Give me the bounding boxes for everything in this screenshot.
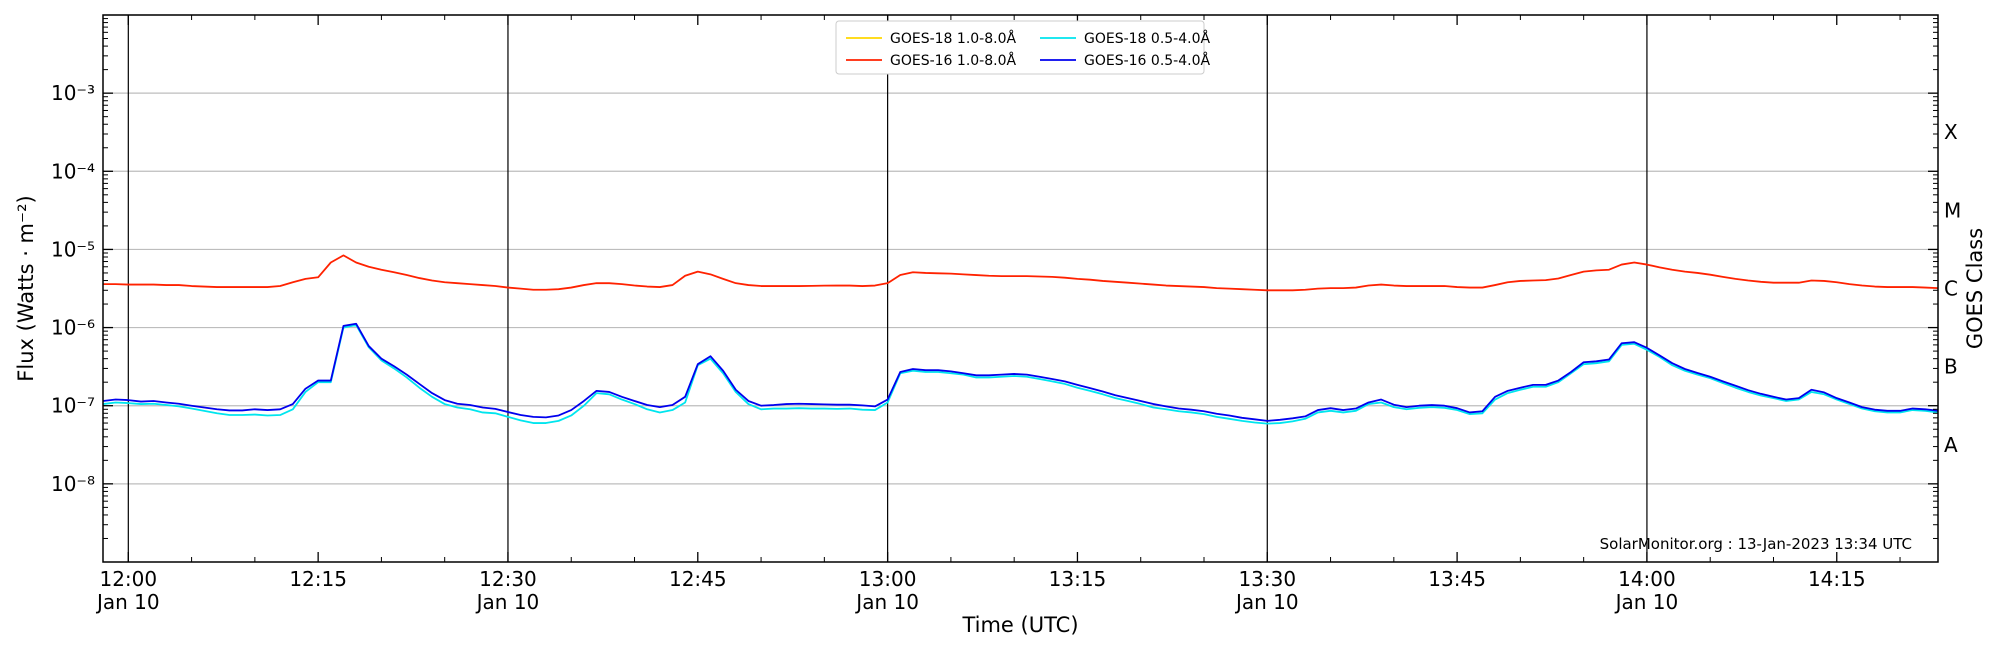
series-line-1	[102, 324, 1939, 425]
x-tick-label: 14:00	[1618, 567, 1676, 591]
right-axis-label: GOES Class	[1963, 228, 1987, 349]
y-axis-ticks: 10⁻⁸ 10⁻⁷ 10⁻⁶ 10⁻⁵ 10⁻⁴ 10⁻³	[51, 18, 1938, 539]
legend-box	[835, 20, 1205, 75]
x-tick-label: 12:30	[479, 567, 537, 591]
x-tick-label: 14:15	[1808, 567, 1866, 591]
x-tick-sublabel: Jan 10	[475, 590, 540, 614]
y-tick-label: 10⁻⁶	[51, 316, 95, 340]
goes-class-B: B	[1944, 355, 1958, 379]
legend: GOES-18 1.0-8.0Å GOES-16 1.0-8.0Å GOES-18 …	[835, 20, 1210, 75]
legend-label-3: GOES-16 0.5-4.0Å	[1084, 52, 1210, 69]
x-tick-label: 13:00	[859, 567, 917, 591]
plot-frame	[102, 14, 1939, 563]
x-tick-label: 13:15	[1049, 567, 1107, 591]
x-tick-label: 12:15	[289, 567, 347, 591]
x-tick-sublabel: Jan 10	[854, 590, 919, 614]
time-marker-lines	[127, 15, 1648, 562]
x-tick-label: 13:30	[1238, 567, 1296, 591]
goes-class-X: X	[1944, 120, 1958, 144]
y-tick-label: 10⁻⁸	[51, 472, 95, 496]
x-tick-sublabel: Jan 10	[95, 590, 160, 614]
y-tick-label: 10⁻⁷	[51, 394, 95, 418]
y-tick-label: 10⁻⁴	[51, 159, 95, 183]
x-tick-label: 13:45	[1428, 567, 1486, 591]
x-tick-label: 12:00	[99, 567, 157, 591]
grid-layer	[103, 14, 1938, 485]
x-tick-sublabel: Jan 10	[1614, 590, 1679, 614]
y-axis-label: Flux (Watts · m⁻²)	[14, 195, 38, 381]
legend-label-2: GOES-16 1.0-8.0Å	[890, 52, 1016, 69]
series-layer	[102, 254, 1939, 425]
goes-class-M: M	[1944, 198, 1961, 222]
series-line-2	[103, 254, 1939, 292]
y-tick-label: 10⁻⁵	[51, 237, 95, 261]
legend-label-0: GOES-18 1.0-8.0Å	[890, 30, 1016, 47]
x-tick-sublabel: Jan 10	[1234, 590, 1299, 614]
x-axis-label: Time (UTC)	[961, 613, 1078, 637]
credit-text: SolarMonitor.org : 13-Jan-2023 13:34 UTC	[1600, 535, 1912, 553]
goes-class-A: A	[1944, 433, 1958, 457]
y-tick-label: 10⁻³	[51, 81, 95, 105]
x-tick-label: 12:45	[669, 567, 727, 591]
goes-class-C: C	[1944, 277, 1958, 301]
series-line-3	[102, 322, 1939, 422]
legend-label-1: GOES-18 0.5-4.0Å	[1084, 30, 1210, 47]
goes-class-labels: A B C M X	[1944, 120, 1961, 457]
